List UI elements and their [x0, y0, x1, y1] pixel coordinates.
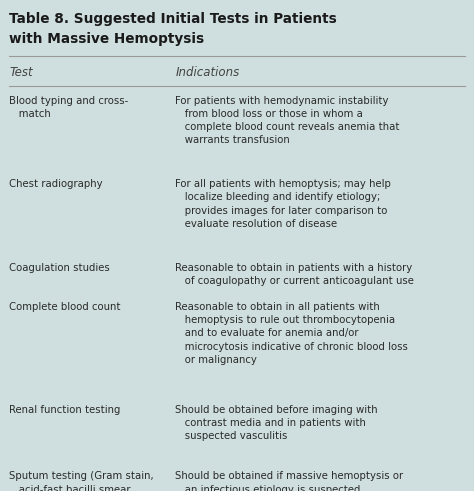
Text: Coagulation studies: Coagulation studies — [9, 263, 110, 273]
Text: Blood typing and cross-
   match: Blood typing and cross- match — [9, 96, 129, 119]
Text: For patients with hemodynamic instability
   from blood loss or those in whom a
: For patients with hemodynamic instabilit… — [175, 96, 400, 145]
Text: Reasonable to obtain in patients with a history
   of coagulopathy or current an: Reasonable to obtain in patients with a … — [175, 263, 414, 286]
Text: Chest radiography: Chest radiography — [9, 179, 103, 189]
Text: Table 8. Suggested Initial Tests in Patients: Table 8. Suggested Initial Tests in Pati… — [9, 12, 337, 27]
Text: Reasonable to obtain in all patients with
   hemoptysis to rule out thrombocytop: Reasonable to obtain in all patients wit… — [175, 302, 408, 365]
Text: Should be obtained if massive hemoptysis or
   an infectious etiology is suspect: Should be obtained if massive hemoptysis… — [175, 471, 403, 491]
Text: Sputum testing (Gram stain,
   acid-fast bacilli smear,
   fungal cultures, cyto: Sputum testing (Gram stain, acid-fast ba… — [9, 471, 154, 491]
Text: with Massive Hemoptysis: with Massive Hemoptysis — [9, 32, 205, 46]
Text: Should be obtained before imaging with
   contrast media and in patients with
  : Should be obtained before imaging with c… — [175, 405, 378, 441]
Text: Complete blood count: Complete blood count — [9, 302, 121, 312]
Text: Indications: Indications — [175, 66, 240, 79]
Text: Test: Test — [9, 66, 33, 79]
Text: Renal function testing: Renal function testing — [9, 405, 121, 415]
Text: For all patients with hemoptysis; may help
   localize bleeding and identify eti: For all patients with hemoptysis; may he… — [175, 179, 391, 229]
